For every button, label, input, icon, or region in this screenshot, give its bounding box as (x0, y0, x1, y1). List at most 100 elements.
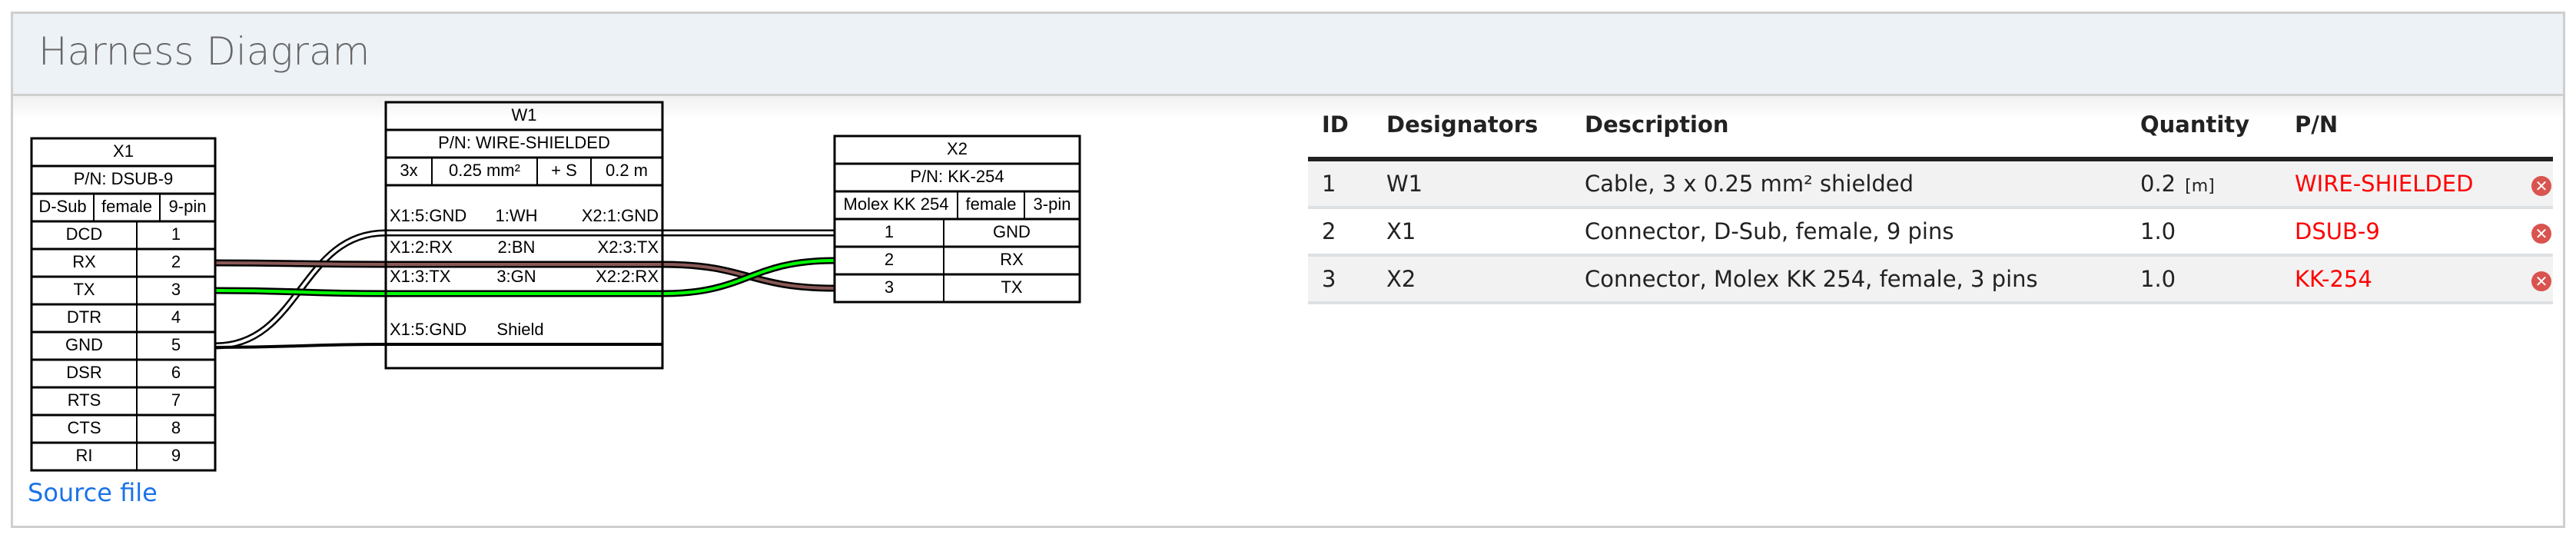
x1-pin-label: CTS (68, 418, 101, 437)
bom-designators: X1 (1373, 208, 1571, 257)
x1-pin-label: DCD (66, 224, 103, 244)
bom-pn[interactable]: DSUB-9 (2281, 208, 2518, 257)
bom-id: 1 (1308, 159, 1373, 209)
x1-pn: P/N: DSUB-9 (74, 169, 174, 188)
bom-quantity: 1.0 (2140, 266, 2176, 292)
x1-pin-label: TX (73, 280, 95, 299)
bom-row: 2 X1 Connector, D-Sub, female, 9 pins 1.… (1308, 208, 2553, 257)
bom-pn[interactable]: KK-254 (2281, 255, 2518, 304)
bom-id: 2 (1308, 208, 1373, 257)
x1-pin-label: RX (72, 252, 96, 271)
cable-w1[interactable] (386, 128, 662, 187)
col-quantity: Quantity (2126, 92, 2281, 161)
connector-x2[interactable] (835, 136, 1080, 302)
x1-border (30, 137, 217, 472)
delete-circle-x-icon[interactable]: ✕ (2531, 224, 2551, 244)
w1-wire-from: X1:2:RX (390, 237, 453, 257)
x1-pin-number: 7 (171, 390, 181, 410)
bom-designators: W1 (1373, 159, 1571, 209)
source-file-link[interactable]: Source file (28, 478, 158, 507)
bom-description: Connector, Molex KK 254, female, 3 pins (1571, 255, 2126, 304)
x1-pin-number: 5 (171, 335, 181, 354)
bom-description: Connector, D-Sub, female, 9 pins (1571, 208, 2126, 257)
bom-pn[interactable]: WIRE-SHIELDED (2281, 159, 2518, 209)
col-pn: P/N (2281, 92, 2518, 161)
x1-attr: D-Sub (38, 197, 86, 216)
page-title: Harness Diagram (38, 29, 370, 74)
w1-pn: P/N: WIRE-SHIELDED (438, 133, 610, 152)
x2-pin-number: 1 (885, 222, 894, 241)
col-designators: Designators (1373, 92, 1571, 161)
x2-attr: Molex KK 254 (844, 194, 949, 214)
x1-title: X1 (113, 141, 134, 161)
x1-pin-label: DTR (67, 307, 101, 327)
wire-gn (214, 289, 387, 295)
w1-title: W1 (512, 105, 537, 125)
bom-quantity-cell: 0.2 [m] (2126, 159, 2281, 209)
w1-shield-label: Shield (496, 320, 543, 339)
w1-wire-from: X1:5:GND (390, 206, 466, 225)
w1-shield-from: X1:5:GND (390, 320, 466, 339)
shield-line (214, 343, 662, 349)
w1-attr: 0.2 m (606, 161, 648, 180)
harness-diagram: X1 P/N: DSUB-9 D-Sub female 9-pin DCD 1 RX 2 TX 3 D… (30, 101, 1081, 472)
x1-pin-number: 3 (171, 280, 181, 299)
x2-pin-label: TX (1001, 277, 1022, 297)
x2-pn: P/N: KK-254 (910, 167, 1004, 186)
bom-quantity: 0.2 (2140, 171, 2176, 197)
x1-pin-label: GND (65, 335, 103, 354)
bom-header-row: ID Designators Description Quantity P/N (1308, 92, 2553, 161)
x1-attr: 9-pin (169, 197, 207, 216)
bom-table: ID Designators Description Quantity P/N … (1308, 92, 2553, 304)
bom-description: Cable, 3 x 0.25 mm² shielded (1571, 159, 2126, 209)
w1-attr: 0.25 mm² (449, 161, 520, 180)
bom-quantity-cell: 1.0 (2126, 208, 2281, 257)
x2-pin-label: RX (1000, 250, 1024, 269)
bom-quantity: 1.0 (2140, 218, 2176, 244)
x1-pin-label: DSR (66, 363, 101, 382)
bom-actions: ✕ (2518, 159, 2553, 209)
connector-x1[interactable] (32, 138, 215, 470)
x2-title: X2 (947, 139, 968, 158)
bom-actions: ✕ (2518, 208, 2553, 257)
x2-border (833, 134, 1081, 304)
w1-wire-from: X1:3:TX (390, 267, 451, 286)
bom-row: 1 W1 Cable, 3 x 0.25 mm² shielded 0.2 [m]… (1308, 159, 2553, 209)
x1-pin-label: RTS (68, 390, 101, 410)
bom-unit: [m] (2185, 177, 2215, 196)
wire-gn (662, 259, 835, 295)
wire-bn (214, 261, 387, 266)
w1-attr: 3x (400, 161, 417, 180)
x1-pin-number: 8 (171, 418, 181, 437)
bom-id: 3 (1308, 255, 1373, 304)
x2-pin-label: GND (993, 222, 1031, 241)
x1-pin-number: 2 (171, 252, 181, 271)
w1-wire-label: 1:WH (496, 206, 538, 225)
bom-quantity-cell: 1.0 (2126, 255, 2281, 304)
w1-wire-to: X2:1:GND (582, 206, 659, 225)
x2-pin-number: 3 (885, 277, 894, 297)
x1-pin-number: 9 (171, 446, 181, 465)
col-actions (2518, 92, 2553, 161)
card-header: Harness Diagram (13, 14, 2563, 96)
col-description: Description (1571, 92, 2126, 161)
delete-circle-x-icon[interactable]: ✕ (2531, 176, 2551, 196)
w1-attr: + S (551, 161, 577, 180)
x1-pin-number: 6 (171, 363, 181, 382)
x2-pin-number: 2 (885, 250, 894, 269)
col-id: ID (1308, 92, 1373, 161)
x1-pin-number: 4 (171, 307, 181, 327)
bom-designators: X2 (1373, 255, 1571, 304)
x2-attr: female (965, 194, 1016, 214)
w1-wire-to: X2:2:RX (596, 267, 659, 286)
x1-pin-label: RI (76, 446, 93, 465)
w1-wire-to: X2:3:TX (598, 237, 659, 257)
x1-pin-number: 1 (171, 224, 181, 244)
bom-actions: ✕ (2518, 255, 2553, 304)
bom-row: 3 X2 Connector, Molex KK 254, female, 3 … (1308, 255, 2553, 304)
delete-circle-x-icon[interactable]: ✕ (2531, 271, 2551, 291)
w1-wire-label: 2:BN (498, 237, 536, 257)
w1-border (384, 101, 664, 370)
w1-wire-label: 3:GN (496, 267, 536, 286)
x2-attr: 3-pin (1034, 194, 1071, 214)
